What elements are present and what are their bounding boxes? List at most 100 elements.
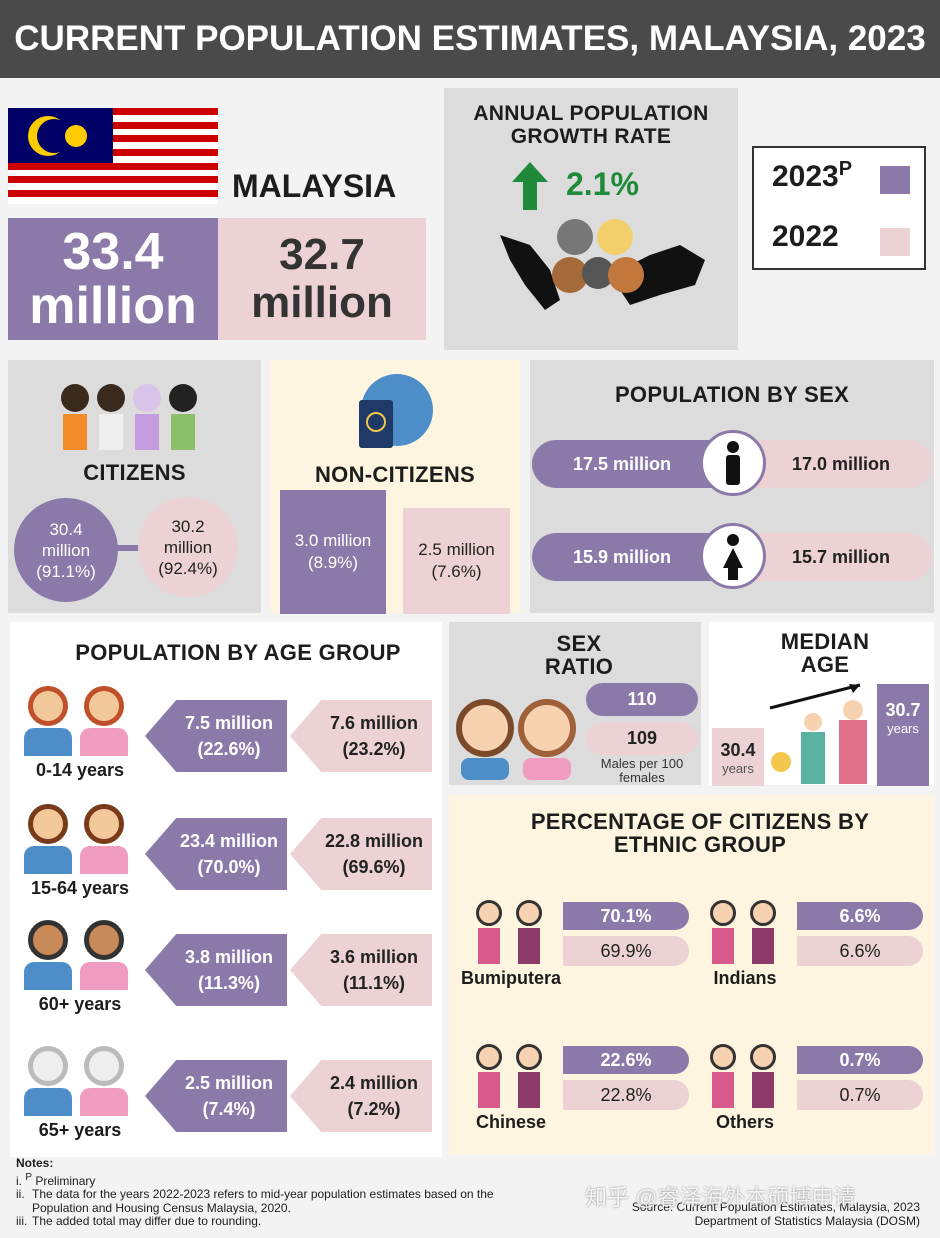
map <box>500 235 705 310</box>
person-body <box>24 1088 72 1116</box>
note-text: The added total may differ due to roundi… <box>32 1214 262 1228</box>
note-marker: iii. <box>16 1214 28 1228</box>
age-2023: 7.5 million (22.6%) <box>145 700 287 772</box>
age-2022: 3.6 million (11.1%) <box>290 934 432 1006</box>
person-body <box>24 728 72 756</box>
citizens-illustration <box>61 384 197 450</box>
growth-title: ANNUAL POPULATION GROWTH RATE <box>473 102 709 148</box>
passport-seal <box>366 412 386 432</box>
person <box>135 414 159 450</box>
person-body <box>80 1088 128 1116</box>
person-head <box>750 1044 776 1070</box>
passport-icon <box>359 374 433 448</box>
citizens-title: CITIZENS <box>83 460 186 485</box>
person-head <box>476 1044 502 1070</box>
legend-mark: P <box>838 158 853 180</box>
median-2022: 30.4 years <box>712 728 764 786</box>
median-title: MEDIAN AGE <box>780 629 870 677</box>
person-body <box>518 1072 540 1108</box>
person <box>63 414 87 450</box>
legend-swatch-current <box>880 166 910 194</box>
person <box>99 414 123 450</box>
note-marker: ii. <box>16 1187 25 1201</box>
note: iii. The added total may differ due to ro… <box>16 1214 546 1229</box>
person-body <box>80 846 128 874</box>
person-body <box>24 846 72 874</box>
baby <box>771 752 791 772</box>
person-body <box>80 962 128 990</box>
age-2023: 23.4 million (70.0%) <box>145 818 287 890</box>
person-body <box>752 928 774 964</box>
age-2022: 22.8 million (69.6%) <box>290 818 432 890</box>
person <box>839 720 867 784</box>
legend-current: 2023P <box>772 158 852 194</box>
female-icon <box>700 523 766 589</box>
male-icon <box>700 430 766 496</box>
growth-value: 2.1% <box>566 166 639 202</box>
person-head <box>710 1044 736 1070</box>
person <box>608 257 644 293</box>
person <box>133 384 161 412</box>
citizens-2022: 30.2 million (92.4%) <box>138 497 238 597</box>
person-head <box>84 686 124 726</box>
total-2022: 32.7 million <box>218 218 426 340</box>
person <box>97 384 125 412</box>
age-title: POPULATION BY AGE GROUP <box>75 640 401 665</box>
age-label: 0-14 years <box>35 760 125 780</box>
person-head <box>28 804 68 844</box>
female-figure <box>723 534 743 580</box>
header: CURRENT POPULATION ESTIMATES, MALAYSIA, … <box>0 0 940 78</box>
age-label: 60+ years <box>38 994 122 1014</box>
median-2023: 30.7 years <box>877 684 929 786</box>
male-figure <box>726 441 740 485</box>
person <box>171 414 195 450</box>
ethnic-2023: 0.7% <box>797 1046 923 1074</box>
connector <box>110 545 140 551</box>
age-2023: 2.5 million (7.4%) <box>145 1060 287 1132</box>
face <box>456 699 514 757</box>
ethnic-2022: 69.9% <box>563 936 689 966</box>
note-marker: i. <box>16 1173 22 1188</box>
ethnic-label: Chinese <box>475 1112 547 1132</box>
person-head <box>476 900 502 926</box>
growth-panel <box>444 88 738 350</box>
age-2023: 3.8 million (11.3%) <box>145 934 287 1006</box>
source-line: Department of Statistics Malaysia (DOSM) <box>694 1214 920 1228</box>
person-head <box>28 920 68 960</box>
person <box>801 732 825 784</box>
passport <box>359 400 393 448</box>
person <box>843 700 863 720</box>
source: Source: Current Population Estimates, Ma… <box>580 1200 920 1228</box>
person-head <box>710 900 736 926</box>
legend-year: 2023 <box>772 160 839 193</box>
person-head <box>28 1046 68 1086</box>
person <box>552 257 588 293</box>
sexratio-title: SEX RATIO <box>544 631 614 679</box>
person-body <box>518 928 540 964</box>
face <box>518 699 576 757</box>
total-2023: 33.4 million <box>8 218 218 340</box>
person-body <box>712 1072 734 1108</box>
age-2022: 2.4 million (7.2%) <box>290 1060 432 1132</box>
ethnic-label: Indians <box>713 968 777 988</box>
person-head <box>28 686 68 726</box>
ethnic-title: PERCENTAGE OF CITIZENS BY ETHNIC GROUP <box>530 809 870 857</box>
person <box>804 713 822 731</box>
ethnic-label: Others <box>715 1112 775 1132</box>
map-illustration <box>500 219 705 310</box>
ethnic-2022: 0.7% <box>797 1080 923 1110</box>
person <box>557 219 593 255</box>
person <box>582 257 614 289</box>
sexratio-unit: Males per 100 females <box>600 756 684 785</box>
person-body <box>478 1072 500 1108</box>
noncitizens-title: NON-CITIZENS <box>314 462 476 487</box>
age-label: 15-64 years <box>30 878 130 898</box>
median-2023-value: 30.7 <box>885 700 921 720</box>
median-illustration <box>769 683 867 784</box>
note-text: The data for the years 2022-2023 refers … <box>32 1187 494 1215</box>
flag <box>8 108 218 204</box>
notes: Notes: i. P Preliminary ii. The data for … <box>16 1156 546 1229</box>
person-body <box>752 1072 774 1108</box>
